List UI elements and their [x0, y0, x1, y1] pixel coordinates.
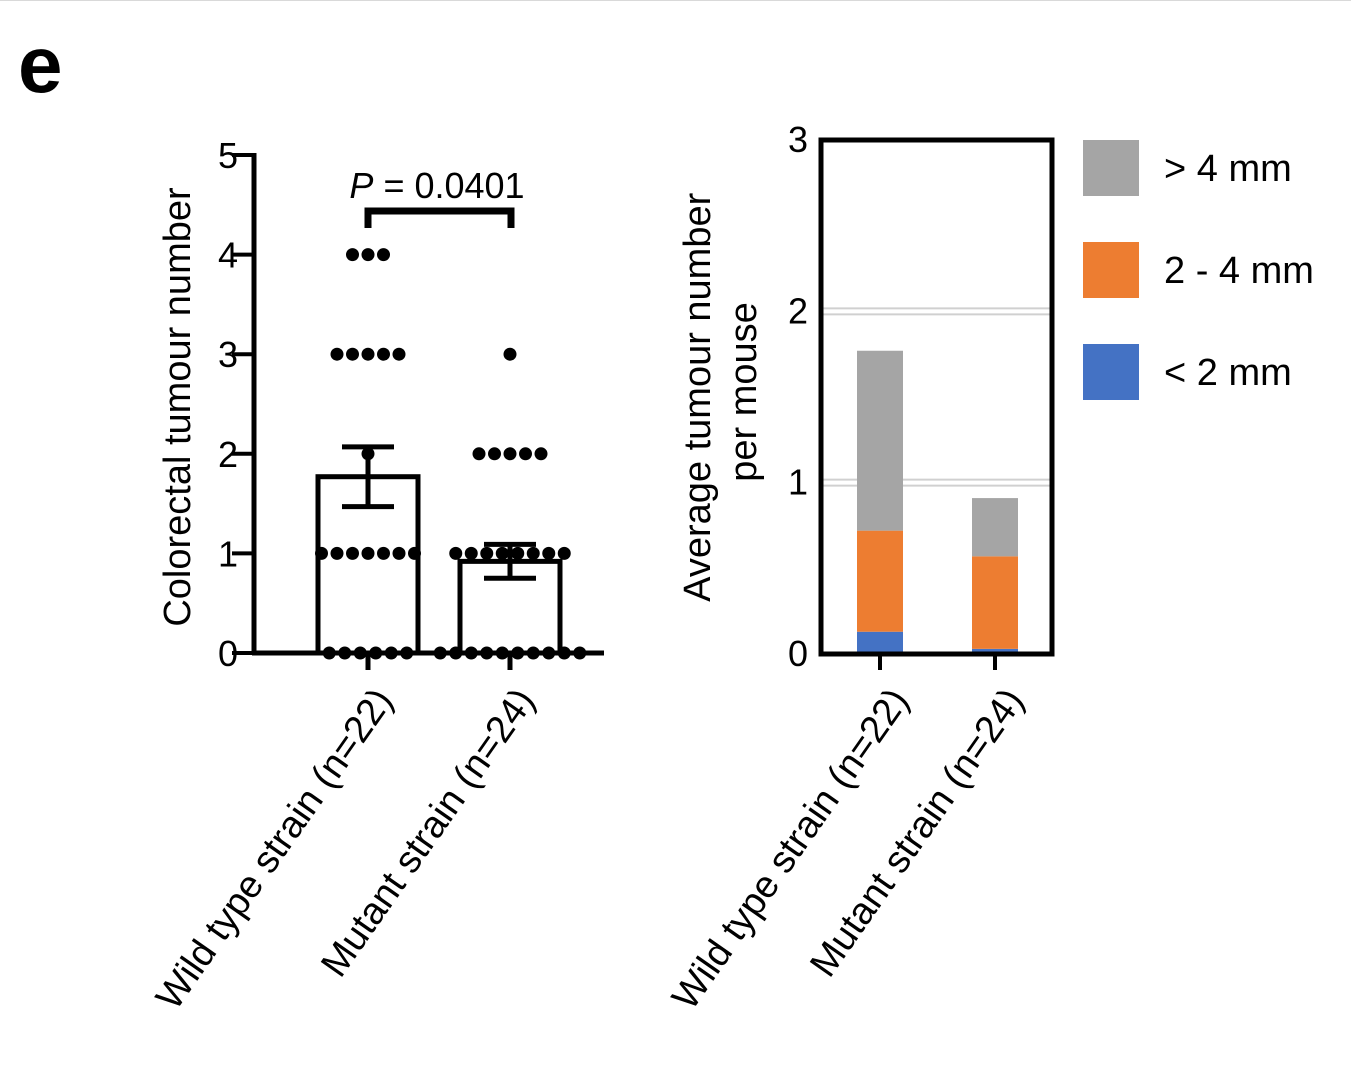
left-data-point — [495, 546, 509, 560]
right-y-axis-label-line1: Average tumour number — [677, 192, 719, 601]
right-bar-segment — [972, 498, 1018, 557]
left-data-point — [346, 248, 359, 262]
left-points — [315, 248, 587, 660]
left-bars — [315, 474, 563, 656]
left-data-point — [480, 546, 494, 560]
left-x-tick-label: Wild type strain (n=22) — [148, 681, 401, 1017]
p-value-text: = 0.0401 — [373, 165, 524, 206]
left-data-point — [519, 447, 532, 461]
left-data-point — [346, 546, 359, 560]
right-bar-segment — [857, 530, 903, 632]
left-y-tick-label: 4 — [218, 235, 238, 276]
left-axes — [232, 153, 604, 670]
right-y-tick-label: 1 — [788, 462, 808, 503]
left-y-tick-label: 0 — [218, 633, 238, 674]
left-data-point — [361, 347, 375, 361]
right-y-axis-label: Average tumour number per mouse — [677, 182, 765, 602]
p-value-annotation: P = 0.0401 — [349, 165, 524, 206]
legend-swatch — [1083, 344, 1139, 400]
left-data-point — [361, 248, 375, 262]
left-x-tick-labels: Wild type strain (n=22)Mutant strain (n=… — [148, 681, 543, 1017]
left-data-point — [315, 546, 328, 560]
right-x-tick-labels: Wild type strain (n=22)Mutant strain (n=… — [664, 681, 1032, 1017]
left-data-point — [472, 447, 486, 461]
left-data-point — [330, 347, 344, 361]
left-data-point — [449, 546, 463, 560]
legend-label: < 2 mm — [1164, 352, 1292, 394]
left-data-point — [330, 546, 344, 560]
right-frame-rect — [818, 137, 1055, 657]
right-y-tick-label: 2 — [788, 290, 808, 331]
significance-bracket — [364, 207, 515, 228]
left-data-point — [377, 248, 390, 262]
left-y-axis-label: Colorectal tumour number — [157, 187, 199, 627]
left-y-tick-label: 2 — [218, 434, 238, 475]
left-data-point — [408, 546, 421, 560]
left-error-bars — [342, 444, 536, 581]
left-data-point — [534, 447, 548, 461]
left-y-tick-label: 5 — [218, 135, 238, 176]
right-y-axis-label-line2: per mouse — [723, 302, 765, 482]
right-plot-frame — [818, 137, 1055, 670]
tumour-number-chart: Colorectal tumour number 0 1 2 3 4 5 P = 0.04… — [148, 135, 604, 1017]
left-data-point — [503, 347, 517, 361]
left-data-point — [392, 347, 406, 361]
right-gridlines — [821, 307, 1052, 487]
left-data-point — [557, 546, 571, 560]
right-bar-segment — [972, 556, 1018, 649]
legend-swatch — [1083, 242, 1139, 298]
left-data-point — [377, 546, 390, 560]
left-y-tick-label: 1 — [218, 533, 238, 574]
legend-label: > 4 mm — [1164, 148, 1292, 190]
left-data-point — [503, 447, 517, 461]
significance-bracket-line — [364, 207, 515, 228]
right-y-tick-label: 0 — [788, 633, 808, 674]
left-data-point — [464, 546, 478, 560]
legend: > 4 mm 2 - 4 mm < 2 mm — [1083, 140, 1314, 400]
right-x-tick-label: Mutant strain (n=24) — [802, 681, 1032, 985]
right-y-tick-label: 3 — [788, 119, 808, 160]
left-data-point — [377, 347, 390, 361]
legend-swatch — [1083, 140, 1139, 196]
right-bar-segment — [857, 631, 903, 654]
left-data-point — [488, 447, 501, 461]
p-value-prefix: P — [349, 165, 373, 206]
panel-label: e — [18, 20, 63, 109]
left-data-point — [542, 546, 556, 560]
left-data-point — [511, 546, 525, 560]
legend-label: 2 - 4 mm — [1164, 250, 1314, 292]
right-bar-segment — [972, 648, 1018, 654]
right-bar-segment — [857, 350, 903, 531]
left-y-tick-label: 3 — [218, 334, 238, 375]
right-y-tick-labels: 0 1 2 3 — [788, 119, 808, 674]
left-data-point — [526, 546, 540, 560]
right-stacked-bars — [857, 350, 1018, 654]
left-data-point — [346, 347, 359, 361]
left-data-point — [392, 546, 406, 560]
top-divider — [0, 0, 1351, 1]
stacked-size-chart: Average tumour number per mouse 0 1 2 3 > 4… — [664, 119, 1314, 1017]
left-y-tick-labels: 0 1 2 3 4 5 — [218, 135, 238, 674]
left-data-point — [361, 546, 375, 560]
